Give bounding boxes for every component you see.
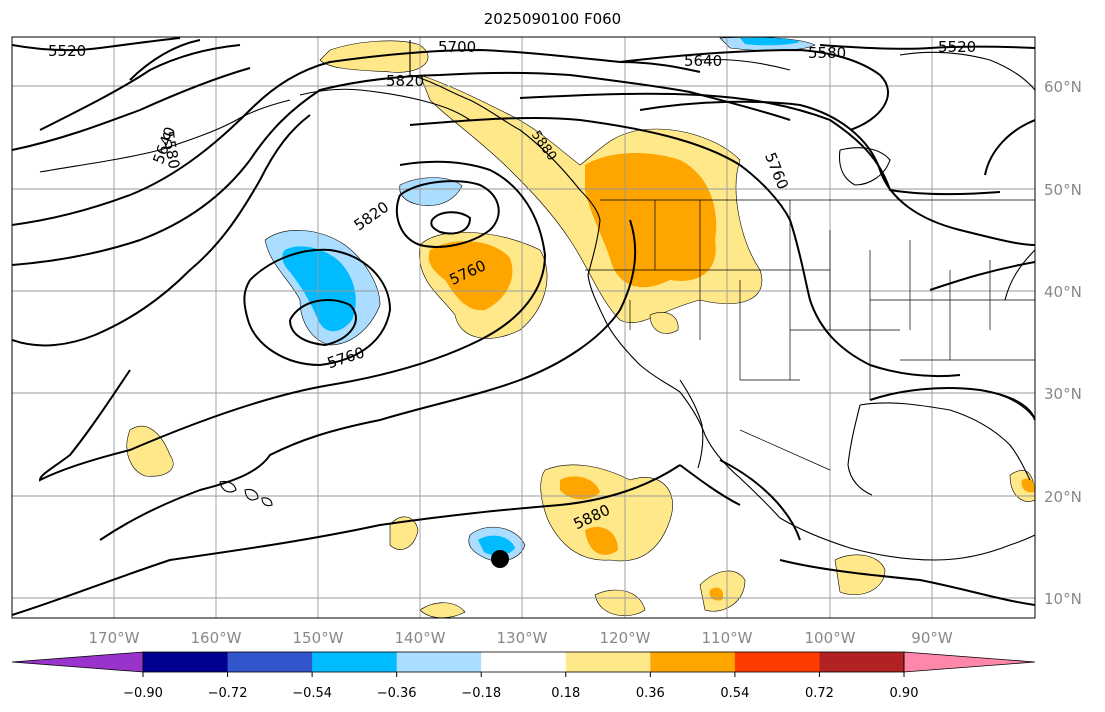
contour-label: 5580 (808, 44, 846, 62)
lon-label-150w: 150°W (293, 629, 344, 647)
strong-positive-anomaly-patch (585, 153, 717, 288)
contour-label: 5520 (48, 42, 86, 60)
lat-label-50n: 50°N (1044, 181, 1082, 199)
colorbar-tick-label: −0.90 (123, 686, 163, 701)
strong-positive-anomaly-patch (560, 476, 600, 500)
colorbar-tick-label: 0.18 (551, 686, 580, 701)
strong-positive-anomaly-patch (428, 241, 513, 311)
contour-label: 5520 (938, 38, 976, 56)
lon-label-140w: 140°W (395, 629, 446, 647)
positive-anomaly-patch (699, 570, 746, 612)
map-title: 2025090100 F060 (483, 10, 622, 28)
strong-positive-anomaly-patch (585, 526, 618, 555)
contour-label: 5640 (684, 52, 722, 70)
lat-label-20n: 20°N (1044, 488, 1082, 506)
state-borders (585, 199, 1035, 471)
colorbar-bin (565, 652, 651, 672)
colorbar-under-triangle (11, 651, 144, 673)
storm-marker (491, 550, 509, 568)
colorbar-bin (396, 652, 482, 672)
anomaly-fills (126, 37, 1035, 618)
height-contours (12, 37, 1035, 616)
colorbar-tick-label: 0.54 (720, 686, 749, 701)
colorbar-tick-label: 0.72 (805, 686, 834, 701)
colorbar-bin (734, 652, 820, 672)
lat-label-60n: 60°N (1044, 78, 1082, 96)
colorbar-bin (481, 652, 567, 672)
contour-label: 5820 (386, 72, 424, 90)
positive-anomaly-patch (126, 425, 174, 477)
lat-label-10n: 10°N (1044, 590, 1082, 608)
longitude-labels: 170°W 160°W 150°W 140°W 130°W 120°W 110°… (89, 629, 953, 647)
colorbar-tick-label: 0.36 (636, 686, 665, 701)
colorbar-bin (143, 652, 229, 672)
colorbar-tick-label: −0.18 (461, 686, 501, 701)
lon-label-100w: 100°W (805, 629, 856, 647)
strong-positive-anomaly-patch (1021, 478, 1035, 493)
strong-negative-anomaly-patch (282, 246, 356, 332)
latitude-labels: 60°N 50°N 40°N 30°N 20°N 10°N (1044, 78, 1082, 608)
colorbar-tick-label: −0.72 (208, 686, 248, 701)
colorbar-tick-label: −0.36 (377, 686, 417, 701)
lon-label-130w: 130°W (497, 629, 548, 647)
strong-negative-anomaly-patch (740, 37, 800, 46)
lon-label-160w: 160°W (191, 629, 242, 647)
colorbar-bin (227, 652, 313, 672)
positive-anomaly-patch (389, 516, 419, 550)
positive-anomaly-patch (834, 554, 886, 596)
positive-anomaly-patch (594, 589, 646, 616)
colorbar-bin (650, 652, 736, 672)
lon-label-110w: 110°W (702, 629, 753, 647)
colorbar-bin (312, 652, 398, 672)
colorbar-tick-label: −0.54 (292, 686, 332, 701)
lon-label-120w: 120°W (600, 629, 651, 647)
colorbar-over-triangle (903, 651, 1036, 673)
lat-label-30n: 30°N (1044, 385, 1082, 403)
negative-anomaly-patch (399, 177, 463, 206)
contour-label: 5700 (438, 38, 476, 56)
lon-label-90w: 90°W (911, 629, 953, 647)
positive-anomaly-patch (649, 311, 679, 334)
positive-anomaly-patch (419, 602, 466, 618)
strong-negative-anomaly-patch (478, 535, 515, 556)
colorbar: −0.90 −0.72 −0.54 −0.36 −0.18 0.18 0.36 0.54 0.7… (11, 651, 1036, 701)
coastlines (39, 40, 1035, 561)
lon-label-170w: 170°W (89, 629, 140, 647)
map-frame (11, 36, 1036, 619)
strong-positive-anomaly-patch (709, 587, 724, 601)
colorbar-bin (819, 652, 905, 672)
colorbar-tick-label: 0.90 (890, 686, 919, 701)
lat-label-40n: 40°N (1044, 283, 1082, 301)
